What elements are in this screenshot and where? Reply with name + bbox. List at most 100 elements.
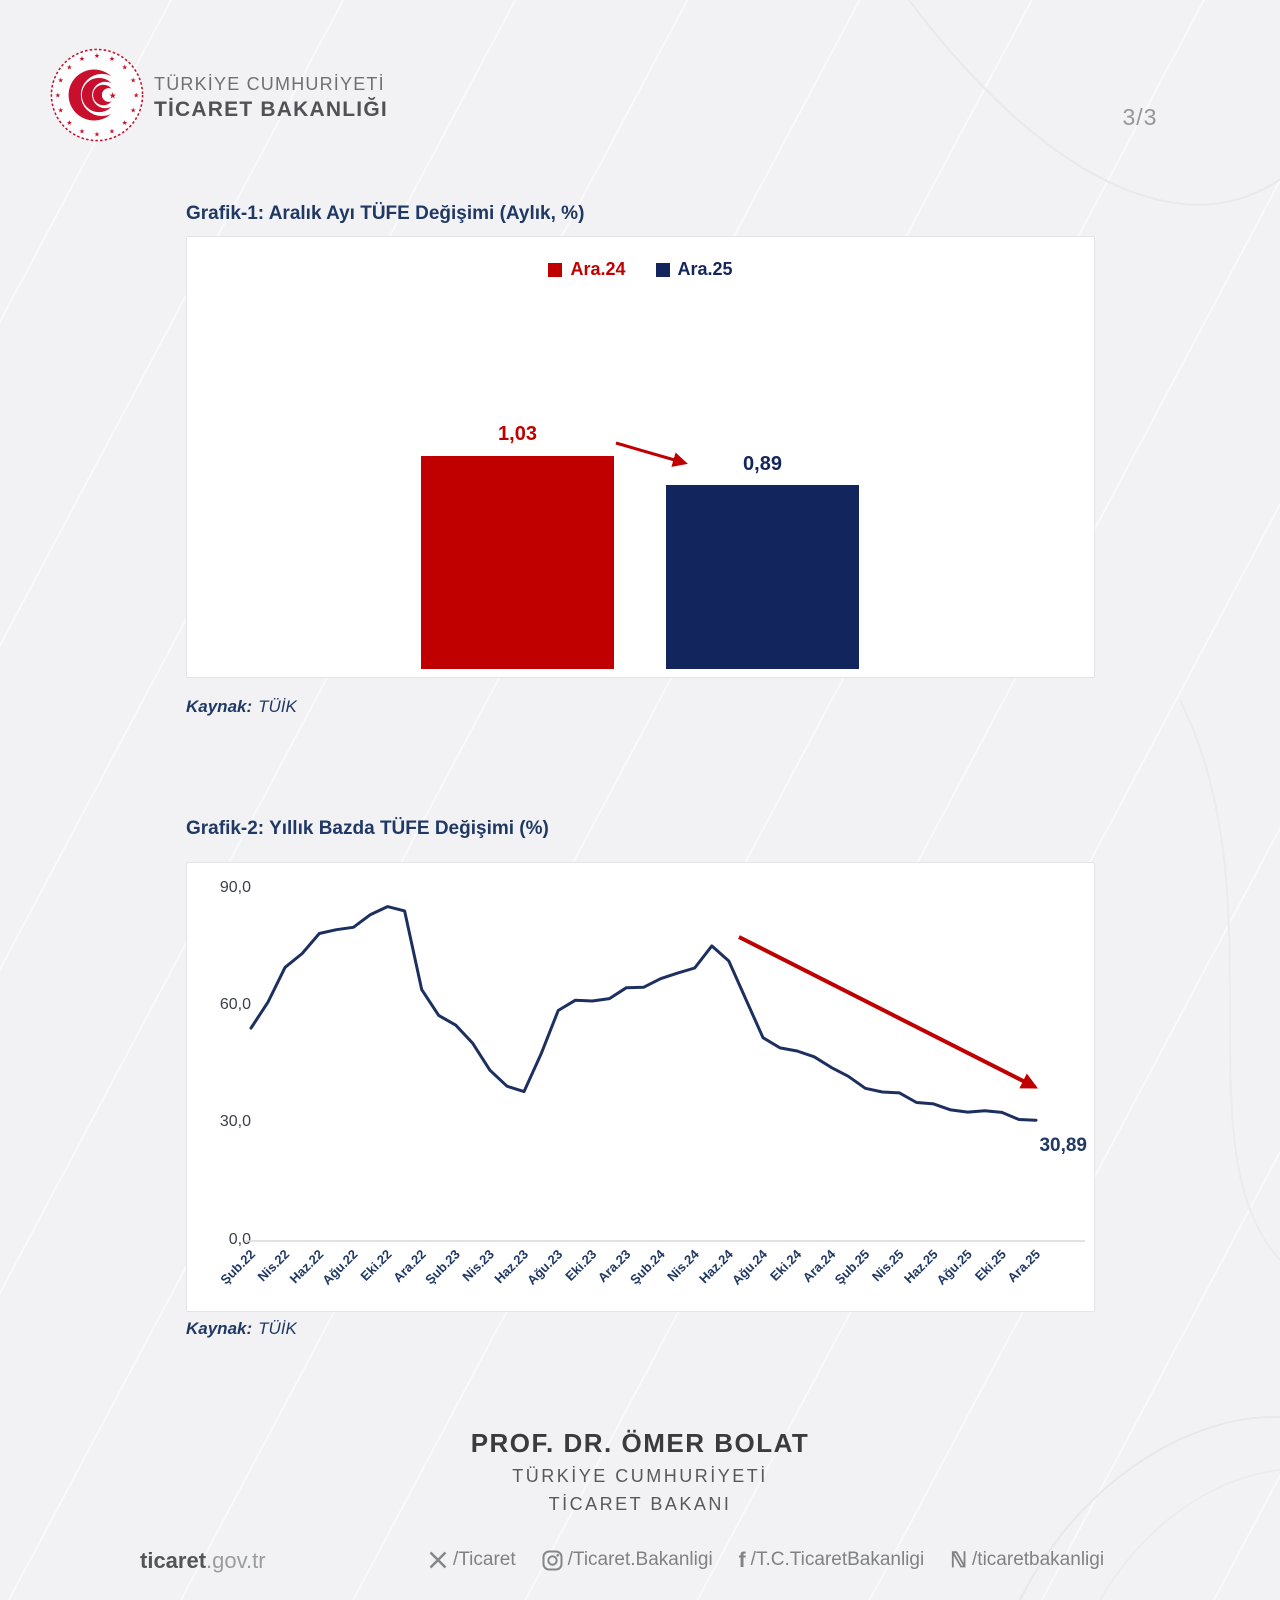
x-tick-label: Ağu.23 xyxy=(524,1247,565,1288)
x-tick-label: Nis.24 xyxy=(664,1246,702,1284)
x-tick-label: Eki.25 xyxy=(972,1247,1009,1284)
x-tick-label: Ağu.22 xyxy=(319,1247,360,1288)
ministry-name-line2: TİCARET BAKANLIĞI xyxy=(154,98,388,121)
emblem-star: ★ xyxy=(122,119,128,127)
x-axis-tick-labels: Şub.22Nis.22Haz.22Ağu.22Eki.22Ara.22Şub.… xyxy=(217,1246,1043,1288)
legend-swatch-ara24 xyxy=(548,262,563,277)
emblem-crescents: ★ xyxy=(68,69,123,121)
emblem-star: ★ xyxy=(55,91,61,99)
emblem-star: ★ xyxy=(58,106,64,114)
x-tick-label: Haz.22 xyxy=(287,1247,327,1287)
bar-value-ara24: 1,03 xyxy=(498,423,537,445)
page-number: 3/3 xyxy=(1122,104,1158,130)
x-tick-label: Ara.22 xyxy=(390,1247,429,1286)
y-tick-90: 90,0 xyxy=(219,879,251,896)
x-tick-label: Nis.22 xyxy=(255,1247,293,1285)
chart1-legend: Ara.24 Ara.25 xyxy=(187,259,1094,280)
chart2-plot: Şub.22Nis.22Haz.22Ağu.22Eki.22Ara.22Şub.… xyxy=(217,905,1085,1288)
emblem-star: ★ xyxy=(66,64,72,72)
website-url: ticaret.gov.tr xyxy=(140,1548,266,1574)
bar-ara25 xyxy=(666,485,859,669)
emblem-star: ★ xyxy=(130,76,136,84)
x-tick-label: Şub.25 xyxy=(832,1247,873,1288)
x-tick-label: Haz.25 xyxy=(901,1247,941,1287)
x-icon xyxy=(429,1551,447,1569)
social-x-handle: /Ticaret xyxy=(453,1549,516,1570)
x-tick-label: Ağu.25 xyxy=(934,1247,975,1288)
emblem-star: ★ xyxy=(94,52,100,60)
x-tick-label: Nis.25 xyxy=(869,1247,907,1285)
x-tick-label: Eki.23 xyxy=(562,1247,599,1284)
ministry-of-trade-logo: ★★★★★★★★★★★★ ★ ★★★ ★ xyxy=(50,48,144,142)
chart2-title: Grafik-2: Yıllık Bazda TÜFE Değişimi (%) xyxy=(186,818,549,839)
legend-item-ara25: Ara.25 xyxy=(655,259,733,280)
legend-label-ara25: Ara.25 xyxy=(677,259,733,279)
emblem-star-ring: ★★★★★★★★★★★★ ★ ★★★ xyxy=(55,52,140,138)
x-tick-label: Ağu.24 xyxy=(729,1246,771,1288)
tufe-yearly-line xyxy=(249,905,1038,1122)
emblem-star: ★ xyxy=(66,119,72,127)
x-tick-label: Haz.23 xyxy=(491,1247,531,1287)
source-value: TÜİK xyxy=(258,1319,297,1338)
emblem-star: ★ xyxy=(79,128,85,136)
chart2-panel: 90,0 60,0 30,0 0,0 Şub.22 Nis.22 Haz.22 Ağu… xyxy=(186,862,1095,1312)
ministry-name-line1: TÜRKİYE CUMHURİYETİ xyxy=(154,74,385,94)
emblem-star: ★ xyxy=(58,76,64,84)
social-facebook: f /T.C.TicaretBakanligi xyxy=(739,1549,925,1571)
minister-line2: TÜRKİYE CUMHURİYETİ xyxy=(512,1466,768,1486)
social-facebook-handle: /T.C.TicaretBakanligi xyxy=(750,1549,925,1570)
bar-ara24 xyxy=(421,456,614,669)
social-nsosyal: ℕ /ticaretbakanligi xyxy=(950,1549,1104,1571)
x-tick-label: Haz.24 xyxy=(696,1246,736,1286)
emblem-star: ★ xyxy=(130,106,136,114)
minister-line3: TİCARET BAKANI xyxy=(548,1494,732,1514)
emblem-star: ★ xyxy=(79,55,85,63)
social-links: /Ticaret /Ticaret.Bakanligi f /T.C.Ticar… xyxy=(428,1549,1104,1571)
source-label: Kaynak: xyxy=(186,697,253,716)
social-instagram-handle: /Ticaret.Bakanligi xyxy=(567,1549,713,1570)
chart1-title: Grafik-1: Aralık Ayı TÜFE Değişimi (Aylı… xyxy=(186,203,585,224)
emblem-star: ★ xyxy=(133,91,139,99)
emblem-star: ★ xyxy=(109,55,115,63)
downtrend-arrow xyxy=(738,935,1038,1089)
bar-value-ara25: 0,89 xyxy=(743,453,782,475)
legend-label-ara24: Ara.24 xyxy=(570,259,626,279)
emblem-star: ★ xyxy=(109,128,115,136)
decrease-arrow xyxy=(615,441,688,467)
x-tick-label: Ara.23 xyxy=(595,1247,634,1286)
y-tick-0: 0,0 xyxy=(228,1231,251,1248)
x-tick-label: Eki.22 xyxy=(357,1247,394,1284)
ministry-name: TÜRKİYE CUMHURİYETİ TİCARET BAKANLIĞI xyxy=(154,74,388,122)
chart2-source: Kaynak: TÜİK xyxy=(186,1319,297,1339)
social-instagram: /Ticaret.Bakanligi xyxy=(542,1549,713,1571)
source-value: TÜİK xyxy=(258,697,297,716)
minister-block: PROF. DR. ÖMER BOLAT TÜRKİYE CUMHURİYETİ… xyxy=(0,1428,1280,1515)
chart1-arrow-overlay xyxy=(615,441,688,467)
emblem-center-star: ★ xyxy=(109,91,117,101)
x-tick-label: Şub.22 xyxy=(217,1247,258,1288)
facebook-icon: f xyxy=(738,1548,746,1572)
y-tick-60: 60,0 xyxy=(219,996,251,1013)
website-url-rest: .gov.tr xyxy=(206,1548,266,1573)
social-nsosyal-handle: /ticaretbakanligi xyxy=(972,1549,1105,1570)
x-tick-label: Şub.23 xyxy=(422,1247,463,1288)
website-url-bold: ticaret xyxy=(140,1548,207,1573)
social-x: /Ticaret xyxy=(428,1549,516,1571)
chart1-source: Kaynak: TÜİK xyxy=(186,697,297,717)
chart1-panel: Ara.24 Ara.25 1,03 0,89 xyxy=(186,236,1095,678)
legend-swatch-ara25 xyxy=(655,262,670,277)
last-value-label: 30,89 xyxy=(1039,1135,1087,1156)
x-tick-label: Şub.24 xyxy=(627,1246,668,1287)
x-tick-label: Nis.23 xyxy=(459,1247,497,1285)
y-tick-30: 30,0 xyxy=(219,1113,251,1130)
minister-name: PROF. DR. ÖMER BOLAT xyxy=(470,1428,810,1458)
x-tick-label: Ara.25 xyxy=(1004,1247,1043,1286)
emblem-star: ★ xyxy=(122,64,128,72)
source-label: Kaynak: xyxy=(186,1319,253,1338)
x-tick-label: Eki.24 xyxy=(767,1246,805,1284)
nsosyal-icon: ℕ xyxy=(950,1548,968,1572)
legend-item-ara24: Ara.24 xyxy=(548,259,626,280)
instagram-icon xyxy=(542,1550,563,1570)
emblem-star: ★ xyxy=(94,131,100,139)
